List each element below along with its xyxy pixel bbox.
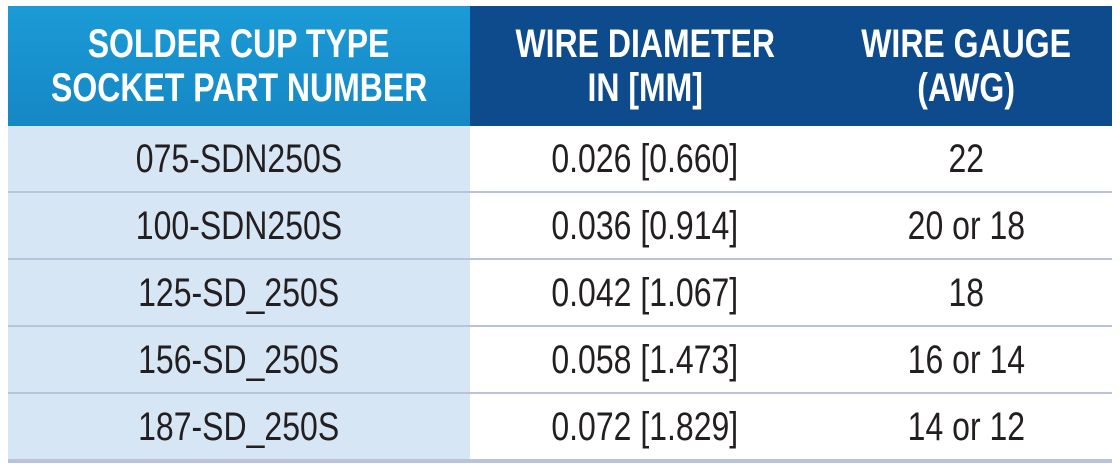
body-cell: 075-SDN250S xyxy=(8,126,470,193)
cell-text: 18 xyxy=(948,271,984,315)
cell-text: 16 or 14 xyxy=(907,338,1025,382)
cell-text: 100-SDN250S xyxy=(135,204,343,248)
body-cell: 0.026 [0.660] xyxy=(470,126,820,193)
body-cell: 100-SDN250S xyxy=(8,193,470,260)
header-text: SOLDER CUP TYPE xyxy=(88,22,390,66)
cell-text: 125-SD_250S xyxy=(138,271,340,315)
body-cell: 16 or 14 xyxy=(820,327,1112,394)
cell-text: 0.072 [1.829] xyxy=(551,405,739,449)
body-cell: 125-SD_250S xyxy=(8,260,470,327)
header-text: WIRE GAUGE xyxy=(861,22,1071,66)
header-text: IN [MM] xyxy=(587,66,703,110)
body-cell: 0.042 [1.067] xyxy=(470,260,820,327)
row-separator xyxy=(8,459,1112,463)
header-cell: WIRE DIAMETER IN [MM] xyxy=(470,6,820,126)
cell-text: 0.058 [1.473] xyxy=(551,338,739,382)
cell-text: 14 or 12 xyxy=(907,405,1025,449)
header-text: WIRE DIAMETER xyxy=(515,22,775,66)
body-cell: 20 or 18 xyxy=(820,193,1112,260)
header-text: (AWG) xyxy=(917,66,1015,110)
header-cell: SOLDER CUP TYPE SOCKET PART NUMBER xyxy=(8,6,470,126)
body-cell: 187-SD_250S xyxy=(8,394,470,461)
cell-text: 0.036 [0.914] xyxy=(551,204,739,248)
cell-text: 0.026 [0.660] xyxy=(551,137,739,181)
cell-text: 22 xyxy=(948,137,984,181)
cell-text: 0.042 [1.067] xyxy=(551,271,739,315)
body-cell: 18 xyxy=(820,260,1112,327)
header-text: SOCKET PART NUMBER xyxy=(50,66,428,110)
body-cell: 0.072 [1.829] xyxy=(470,394,820,461)
cell-text: 187-SD_250S xyxy=(138,405,340,449)
cell-text: 20 or 18 xyxy=(907,204,1025,248)
body-cell: 156-SD_250S xyxy=(8,327,470,394)
cell-text: 075-SDN250S xyxy=(135,137,343,181)
body-cell: 14 or 12 xyxy=(820,394,1112,461)
body-cell: 0.058 [1.473] xyxy=(470,327,820,394)
body-cell: 0.036 [0.914] xyxy=(470,193,820,260)
cell-text: 156-SD_250S xyxy=(138,338,340,382)
header-cell: WIRE GAUGE (AWG) xyxy=(820,6,1112,126)
body-cell: 22 xyxy=(820,126,1112,193)
